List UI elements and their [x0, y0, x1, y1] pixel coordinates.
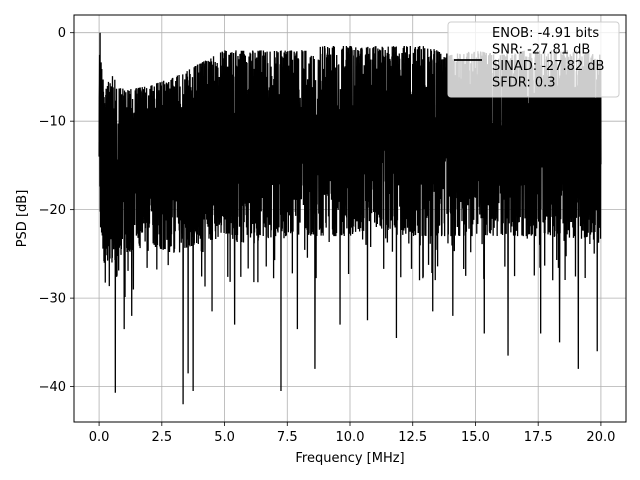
x-tick-label: 5.0 — [214, 430, 235, 445]
psd-series-line — [98, 32, 602, 405]
legend-snr: SNR: -27.81 dB — [492, 43, 590, 58]
legend: ENOB: -4.91 bits SNR: -27.81 dB SINAD: -… — [447, 21, 620, 98]
y-tick-label: 0 — [58, 26, 66, 41]
y-axis-label: PSD [dB] — [15, 190, 30, 248]
psd-line — [98, 32, 602, 405]
y-tick-label: −40 — [39, 380, 66, 395]
legend-box — [447, 21, 620, 98]
x-tick-label: 10.0 — [336, 430, 365, 445]
ticks: 0.0 2.5 5.0 7.5 10.0 12.5 15.0 17.5 20.0 0 −10 −20 −… — [39, 26, 616, 445]
legend-sfdr: SFDR: 0.3 — [492, 76, 556, 91]
x-tick-label: 7.5 — [277, 430, 298, 445]
x-tick-label: 0.0 — [89, 430, 110, 445]
x-axis-label: Frequency [MHz] — [295, 451, 404, 466]
x-tick-label: 20.0 — [586, 430, 615, 445]
x-tick-label: 12.5 — [398, 430, 427, 445]
legend-sinad: SINAD: -27.82 dB — [492, 59, 604, 74]
x-tick-label: 17.5 — [524, 430, 553, 445]
y-tick-label: −10 — [39, 115, 66, 130]
x-tick-label: 15.0 — [461, 430, 490, 445]
x-tick-label: 2.5 — [151, 430, 172, 445]
y-tick-label: −20 — [39, 203, 66, 218]
legend-enob: ENOB: -4.91 bits — [492, 26, 599, 41]
y-tick-label: −30 — [39, 292, 66, 307]
